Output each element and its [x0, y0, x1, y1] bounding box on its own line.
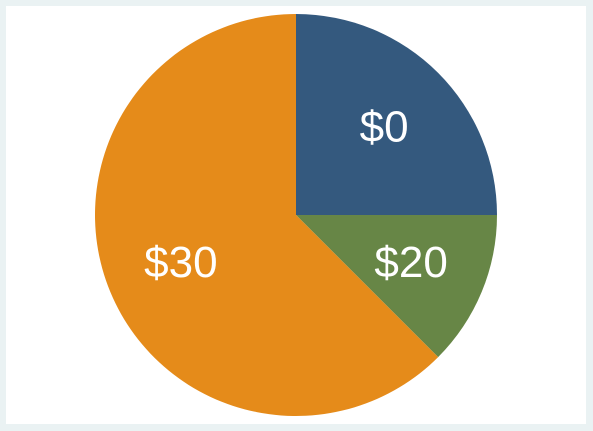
pie-slice-label-0: $0 — [360, 102, 409, 151]
pie-labels: $0 $20 $30 — [144, 102, 448, 287]
chart-panel: $0 $20 $30 — [6, 6, 586, 424]
pie-slice-2 — [95, 14, 439, 416]
pie-slice-label-1: $20 — [374, 238, 447, 287]
pie-slice-label-2: $30 — [144, 238, 217, 287]
pie-slice-1 — [296, 215, 497, 358]
pie-slice-0 — [296, 14, 497, 215]
pie-chart: $0 $20 $30 — [95, 14, 497, 416]
pie-slices — [95, 14, 497, 416]
